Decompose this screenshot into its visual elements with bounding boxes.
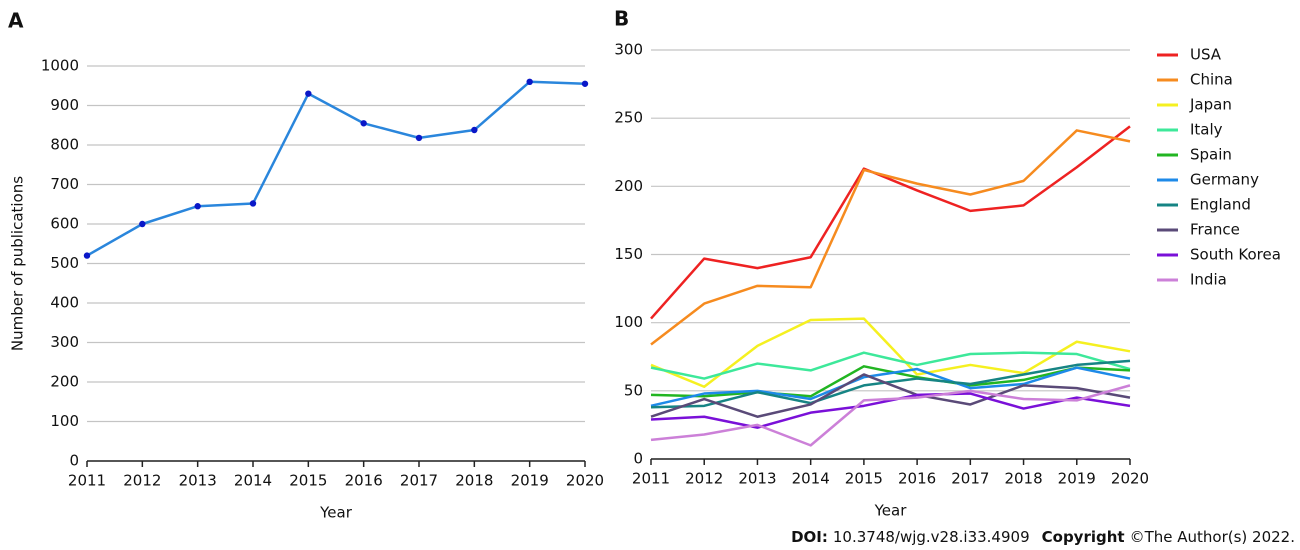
point [471, 126, 478, 134]
x-tick-label: 2019 [511, 472, 549, 490]
copyright-label: Copyright [1042, 528, 1125, 546]
y-tick-label: 250 [614, 109, 643, 127]
legend-label: USA [1190, 46, 1222, 64]
footer: DOI: 10.3748/wjg.v28.i33.4909 Copyright ©Th… [791, 528, 1295, 546]
legend-label: South Korea [1190, 246, 1281, 264]
panel-label: B [614, 7, 629, 31]
y-tick-label: 0 [633, 450, 643, 468]
y-tick-label: 200 [614, 177, 643, 195]
x-tick-label: 2017 [951, 470, 989, 488]
x-tick-label: 2020 [1111, 470, 1149, 488]
series-line [650, 359, 1131, 409]
y-tick-label: 0 [69, 452, 79, 470]
legend-label: India [1190, 271, 1227, 289]
x-tick-label: 2017 [400, 472, 438, 490]
x-tick-label: 2015 [289, 472, 327, 490]
y-tick-label: 150 [614, 245, 643, 263]
y-tick-label: 800 [50, 136, 79, 154]
x-tick-label: 2015 [845, 470, 883, 488]
y-tick-label: 200 [50, 373, 79, 391]
series-line [650, 366, 1131, 408]
point [194, 203, 201, 210]
x-tick-label: 2011 [632, 470, 670, 488]
series-line [650, 129, 1131, 346]
x-tick-label: 2018 [1004, 470, 1042, 488]
x-axis-label: Year [874, 502, 908, 520]
x-axis-label: Year [319, 504, 353, 522]
x-tick-label: 2018 [455, 472, 493, 490]
series-line [650, 373, 1131, 418]
x-tick-label: 2014 [792, 470, 830, 488]
series-line [650, 125, 1131, 320]
doi: 10.3748/wjg.v28.i33.4909 [833, 528, 1030, 546]
point [581, 80, 589, 87]
y-tick-label: 100 [614, 313, 643, 331]
x-tick-label: 2016 [345, 472, 383, 490]
point [139, 220, 146, 228]
point [415, 134, 423, 142]
legend-label: Spain [1190, 146, 1232, 164]
legend-label: Japan [1189, 96, 1232, 114]
point [83, 252, 91, 259]
x-tick-label: 2011 [68, 472, 106, 490]
y-tick-label: 400 [50, 294, 79, 312]
y-tick-label: 900 [50, 96, 79, 114]
series-line [650, 317, 1131, 388]
y-tick-label: 500 [50, 254, 79, 272]
x-tick-label: 2020 [566, 472, 604, 490]
y-tick-label: 1000 [41, 57, 79, 75]
panel-label: A [8, 9, 24, 33]
x-tick-label: 2019 [1058, 470, 1096, 488]
y-tick-label: 50 [624, 381, 643, 399]
legend-label: Germany [1190, 171, 1259, 189]
y-axis-label: Number of publications [9, 176, 27, 351]
series-line [650, 351, 1131, 380]
y-tick-label: 600 [50, 215, 79, 233]
point [360, 120, 367, 127]
y-tick-label: 300 [614, 41, 643, 59]
series-line [86, 80, 586, 257]
point [526, 78, 533, 86]
x-tick-label: 2012 [123, 472, 161, 490]
series-line [650, 392, 1131, 429]
legend-label: Italy [1190, 121, 1223, 139]
x-tick-label: 2012 [685, 470, 723, 488]
series-line [650, 365, 1131, 398]
copyright: ©The Author(s) 2022. [1130, 528, 1295, 546]
doi-label: DOI: [791, 528, 828, 546]
point [305, 90, 312, 97]
legend-label: France [1190, 221, 1240, 239]
legend-label: England [1190, 196, 1251, 214]
x-tick-label: 2014 [234, 472, 272, 490]
legend-label: China [1190, 71, 1233, 89]
y-tick-label: 300 [50, 333, 79, 351]
x-tick-label: 2013 [738, 470, 776, 488]
point [249, 200, 257, 207]
y-tick-label: 700 [50, 175, 79, 193]
series-line [650, 384, 1131, 447]
y-tick-label: 100 [50, 412, 79, 430]
x-tick-label: 2013 [179, 472, 217, 490]
x-tick-label: 2016 [898, 470, 936, 488]
